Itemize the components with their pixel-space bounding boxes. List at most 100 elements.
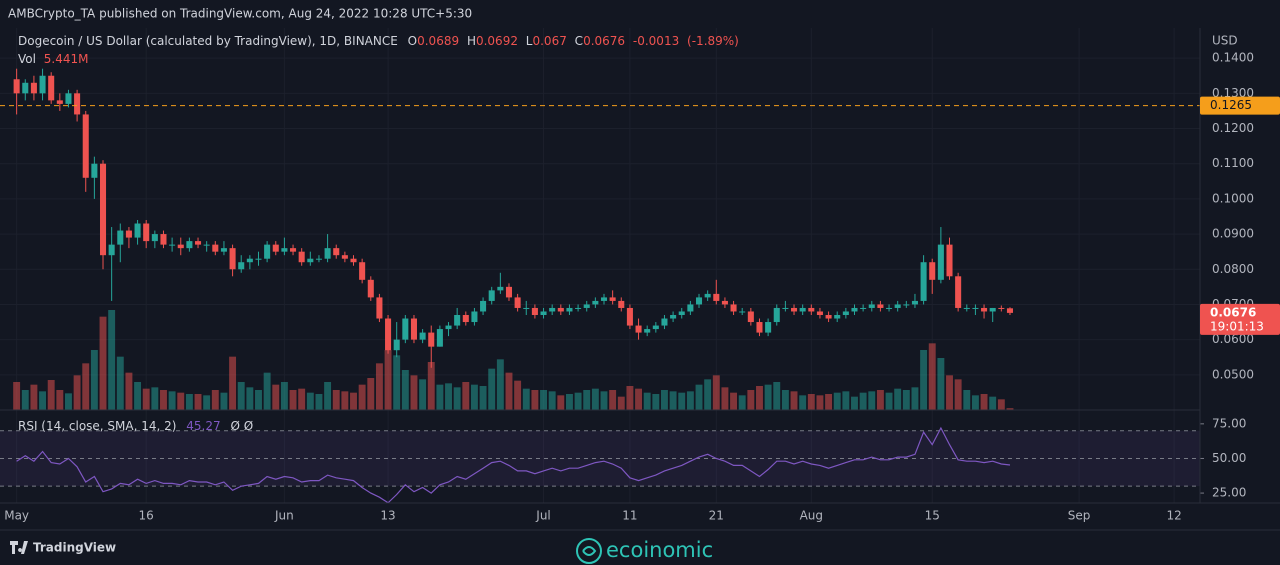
volume-bar xyxy=(505,372,513,410)
watermark: ecoinomic xyxy=(576,538,713,564)
x-tick-label: 12 xyxy=(1166,509,1181,523)
candle-body xyxy=(56,100,63,104)
volume-bar xyxy=(315,394,323,410)
candle-body xyxy=(428,332,435,347)
volume-bar xyxy=(868,391,876,410)
y-tick-label: 0.1200 xyxy=(1212,121,1254,135)
volume-bar xyxy=(246,387,254,410)
volume-bar xyxy=(902,390,910,410)
candle-body xyxy=(74,93,81,115)
candle-body xyxy=(626,307,633,326)
ohlc-value: 0.0676 xyxy=(583,34,625,48)
volume-bar xyxy=(332,390,340,410)
countdown: 19:01:13 xyxy=(1210,319,1264,333)
candle-body xyxy=(808,307,815,312)
volume-bar xyxy=(142,388,150,410)
volume-bar xyxy=(920,350,928,410)
candle-body xyxy=(678,311,685,315)
candle-body xyxy=(410,318,417,340)
candle-body xyxy=(307,258,314,263)
currency: USD xyxy=(1212,34,1238,48)
candle-body xyxy=(48,75,55,101)
volume-bar xyxy=(643,392,651,410)
candle-body xyxy=(687,304,694,312)
x-tick-label: 15 xyxy=(925,509,940,523)
volume-bar xyxy=(280,382,288,410)
volume-bar xyxy=(56,390,64,410)
rsi-tick-label: 25.00 xyxy=(1212,486,1246,500)
volume-bar xyxy=(401,370,409,410)
watermark-logo xyxy=(576,538,602,564)
published-note: AMBCrypto_TA published on TradingView.co… xyxy=(8,7,472,21)
candle-body xyxy=(721,300,728,305)
ohlc-label: H xyxy=(467,34,476,48)
volume-bar xyxy=(885,392,893,410)
candle-body xyxy=(151,234,158,242)
volume-bar xyxy=(410,375,418,410)
volume-bar xyxy=(185,394,193,410)
volume-bar xyxy=(453,387,461,410)
volume-bar xyxy=(799,395,807,410)
x-tick-label: Sep xyxy=(1068,509,1091,523)
volume-bar xyxy=(151,387,159,410)
volume-bar xyxy=(652,394,660,410)
volume-bar xyxy=(229,356,237,410)
candle-body xyxy=(341,255,348,259)
candle-body xyxy=(462,315,469,323)
candle-body xyxy=(454,315,461,326)
candle-body xyxy=(393,339,400,351)
candle-body xyxy=(618,300,625,308)
candle-body xyxy=(13,79,20,94)
candle-body xyxy=(99,163,107,256)
rsi-legend: RSI (14, close, SMA, 14, 2) 45.27 Ø Ø xyxy=(18,419,253,433)
candle-body xyxy=(255,258,262,260)
volume-bar xyxy=(548,391,556,410)
volume-bar xyxy=(617,396,625,410)
candle-body xyxy=(186,241,193,249)
volume-bar xyxy=(462,382,470,410)
volume-bar xyxy=(626,386,634,410)
candle-body xyxy=(937,244,944,280)
volume-bar xyxy=(160,390,167,410)
volume-bar xyxy=(419,379,427,410)
volume-bar xyxy=(954,379,962,410)
volume-bar xyxy=(211,390,219,410)
candle-body xyxy=(160,234,167,245)
volume-bar xyxy=(661,390,668,410)
volume-bar xyxy=(583,390,591,410)
candle-body xyxy=(747,311,754,323)
volume-bar xyxy=(203,395,211,410)
candle-body xyxy=(333,248,340,256)
volume-bar xyxy=(522,388,530,410)
watermark-logo xyxy=(582,546,597,556)
rsi-extra: Ø Ø xyxy=(230,419,253,433)
candle-body xyxy=(30,82,37,94)
y-tick-label: 0.0900 xyxy=(1212,227,1254,241)
brand-name: TradingView xyxy=(33,541,116,555)
candle-body xyxy=(402,318,409,340)
legend-line: Dogecoin / US Dollar (calculated by Trad… xyxy=(18,34,739,48)
volume-bar xyxy=(635,388,643,410)
candle-body xyxy=(834,315,841,319)
candle-body xyxy=(134,223,141,238)
candle-body xyxy=(531,307,538,315)
watermark-text: ecoinomic xyxy=(606,538,713,562)
y-tick-label: 0.1000 xyxy=(1212,191,1254,205)
candle-body xyxy=(670,315,677,319)
volume-bar xyxy=(90,350,98,410)
candle-body xyxy=(860,307,867,309)
candle-body xyxy=(886,307,893,309)
candle-body xyxy=(324,248,331,259)
last-price: 0.0676 xyxy=(1210,305,1256,319)
volume-bar xyxy=(367,378,375,410)
volume-bar xyxy=(350,392,357,410)
volume-bar xyxy=(669,391,677,410)
candle-body xyxy=(816,311,823,315)
volume-bar xyxy=(851,396,858,410)
volume-bar xyxy=(298,388,306,410)
volume-bar xyxy=(790,391,798,410)
volume-bar xyxy=(678,392,686,410)
price-pane xyxy=(0,68,1200,368)
candle-body xyxy=(264,244,271,259)
volume-bar xyxy=(686,391,694,410)
